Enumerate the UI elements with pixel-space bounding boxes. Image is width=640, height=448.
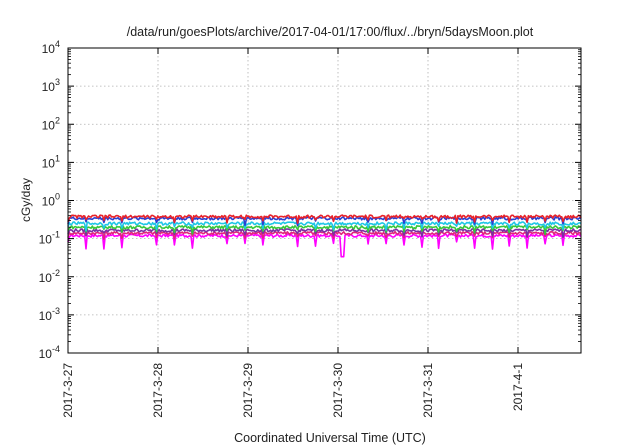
x-tick-label: 2017-3-27 [61,363,75,418]
x-tick-label: 2017-3-29 [241,363,255,418]
series-line [67,233,582,258]
x-tick-label: 2017-3-28 [151,363,165,418]
x-tick-label: 2017-4-1 [511,363,525,411]
series-line [67,221,582,232]
y-tick-label: 104 [42,39,60,56]
y-tick-label: 10-3 [39,306,60,323]
x-axis-label: Coordinated Universal Time (UTC) [234,431,426,445]
chart-title: /data/run/goesPlots/archive/2017-04-01/1… [127,25,534,39]
y-axis: 104 103 102 101 100 10-1 10-2 10-3 10-4 [39,39,581,361]
x-axis: 2017-3-27 2017-3-28 2017-3-29 2017-3-30 2017… [61,48,525,418]
x-tick-label: 2017-3-31 [421,363,435,418]
y-tick-label: 10-1 [39,230,60,247]
series-line [67,230,582,240]
y-tick-label: 100 [42,192,60,209]
grid [68,48,581,353]
series-line [67,224,582,235]
series-line [67,214,582,224]
series-group [67,214,582,258]
y-tick-label: 101 [42,153,60,170]
y-tick-label: 10-4 [39,344,60,361]
y-tick-label: 103 [42,77,60,94]
x-tick-label: 2017-3-30 [331,363,345,418]
y-tick-label: 10-2 [39,268,60,285]
y-tick-label: 102 [42,115,60,132]
series-line [67,228,582,238]
y-axis-label: cGy/day [19,178,33,222]
